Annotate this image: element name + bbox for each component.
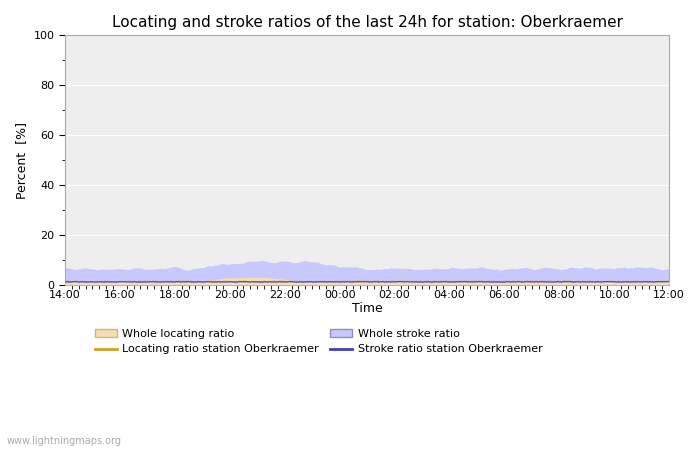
Y-axis label: Percent  [%]: Percent [%] <box>15 122 28 198</box>
Title: Locating and stroke ratios of the last 24h for station: Oberkraemer: Locating and stroke ratios of the last 2… <box>111 15 622 30</box>
Text: www.lightningmaps.org: www.lightningmaps.org <box>7 436 122 446</box>
Legend: Whole locating ratio, Locating ratio station Oberkraemer, Whole stroke ratio, St: Whole locating ratio, Locating ratio sta… <box>90 324 547 359</box>
X-axis label: Time: Time <box>351 302 382 315</box>
